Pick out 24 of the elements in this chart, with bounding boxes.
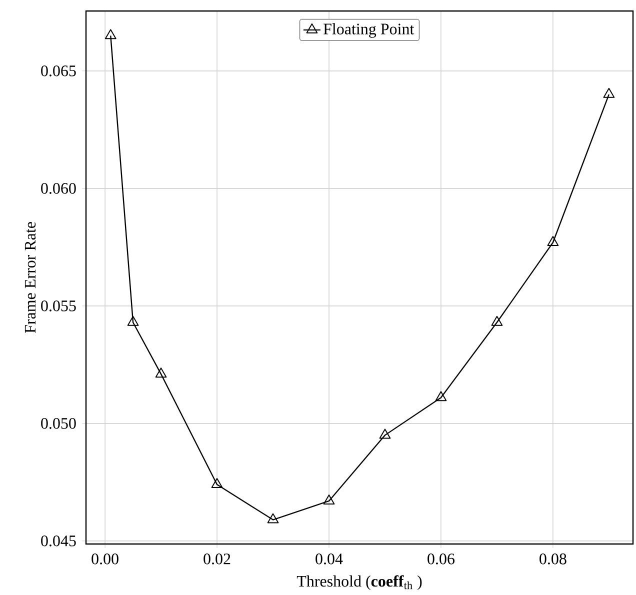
legend-label: Floating Point	[324, 23, 414, 38]
point	[127, 316, 139, 326]
y-tick-label: 0.055	[41, 300, 76, 312]
x-tick-label: 0.08	[540, 553, 566, 564]
point	[435, 390, 447, 401]
y-tick-label: 0.065	[41, 65, 76, 76]
x-tick-label: 0.06	[428, 553, 454, 564]
point	[323, 494, 335, 504]
point	[104, 29, 116, 40]
x-tick-label: 0.04	[316, 553, 343, 564]
y-tick-label: 0.050	[41, 418, 76, 429]
point	[491, 316, 503, 326]
x-tick-label: 0.02	[204, 553, 230, 564]
point	[547, 236, 559, 246]
y-tick-label: 0.060	[41, 182, 76, 194]
point	[155, 367, 167, 378]
y-tick-label: 0.045	[41, 535, 76, 546]
point	[379, 428, 391, 439]
point	[211, 478, 223, 488]
y-axis-title: Frame Error Rate	[24, 222, 36, 333]
x-tick-label: 0.00	[92, 553, 118, 564]
point	[267, 513, 279, 524]
x-axis-title: Threshold (coeff$_{th}$ )	[296, 575, 422, 590]
point	[603, 88, 615, 98]
